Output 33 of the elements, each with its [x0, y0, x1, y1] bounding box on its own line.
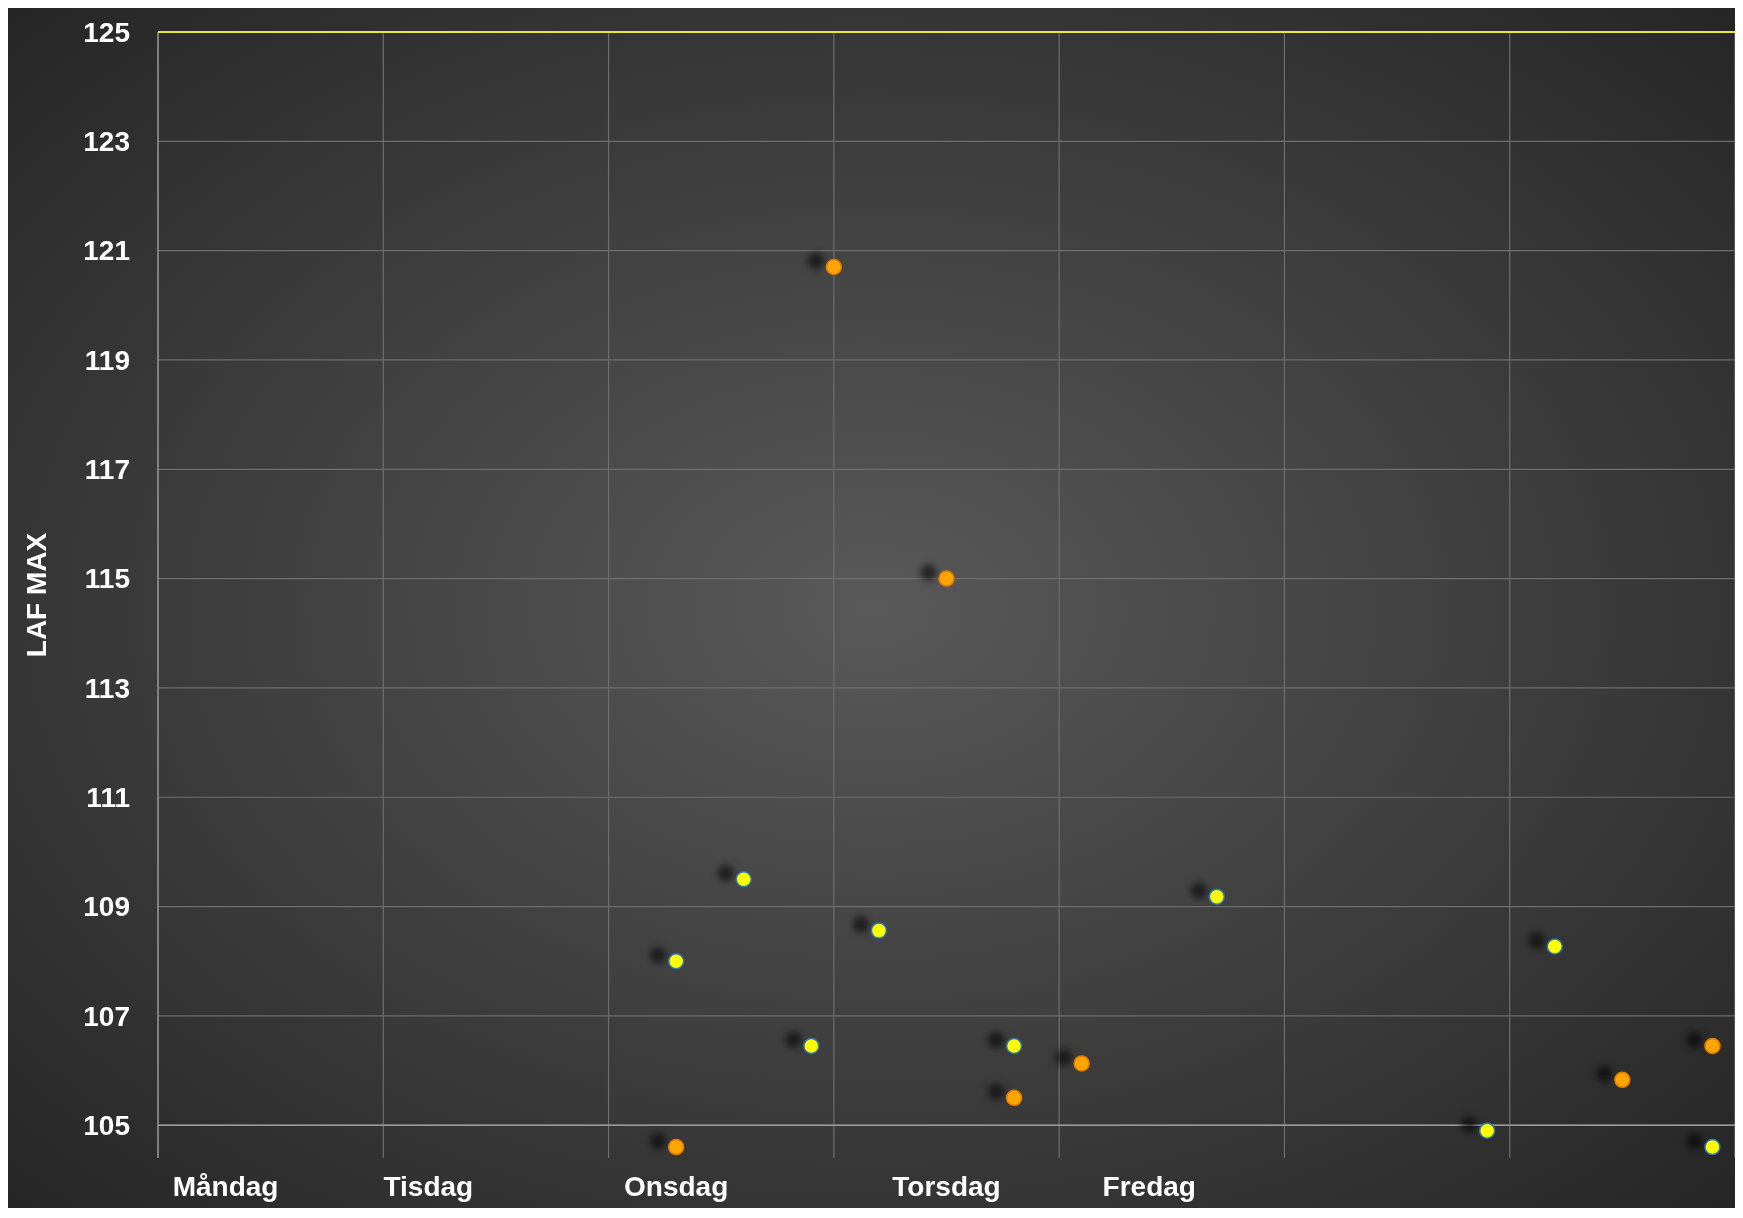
- point: [667, 1138, 685, 1156]
- point: [938, 570, 955, 587]
- point: [1005, 1089, 1023, 1107]
- x-tick-label: Tisdag: [383, 1171, 474, 1202]
- y-tick-label: 113: [84, 672, 130, 704]
- point: [667, 952, 685, 970]
- point: [735, 870, 752, 888]
- y-tick-label: 117: [84, 454, 130, 486]
- point: [803, 1037, 820, 1055]
- x-tick-label: Fredag: [1102, 1171, 1196, 1202]
- point: [870, 922, 888, 939]
- point: [1704, 1138, 1721, 1156]
- point: [1005, 1037, 1023, 1055]
- x-tick-label: Måndag: [172, 1171, 279, 1202]
- point: [1614, 1071, 1631, 1089]
- y-tick-label: 105: [83, 1110, 130, 1141]
- point: [1478, 1122, 1496, 1139]
- y-tick-label: 107: [83, 1000, 130, 1032]
- point: [825, 258, 843, 276]
- y-tick-label: 119: [84, 344, 130, 376]
- point: [1546, 938, 1564, 955]
- y-axis-title: LAF MAX: [21, 532, 52, 658]
- y-tick-label: 125: [83, 16, 130, 48]
- x-tick-label: Onsdag: [624, 1171, 729, 1202]
- point: [1073, 1055, 1090, 1072]
- point: [1704, 1037, 1721, 1055]
- point: [1208, 888, 1226, 905]
- y-tick-label: 111: [86, 782, 130, 814]
- y-tick-label: 109: [83, 891, 130, 923]
- y-tick-label: 115: [84, 563, 130, 595]
- y-tick-label: 121: [83, 235, 130, 267]
- y-tick-label: 123: [83, 126, 130, 158]
- x-tick-label: Torsdag: [892, 1171, 1001, 1202]
